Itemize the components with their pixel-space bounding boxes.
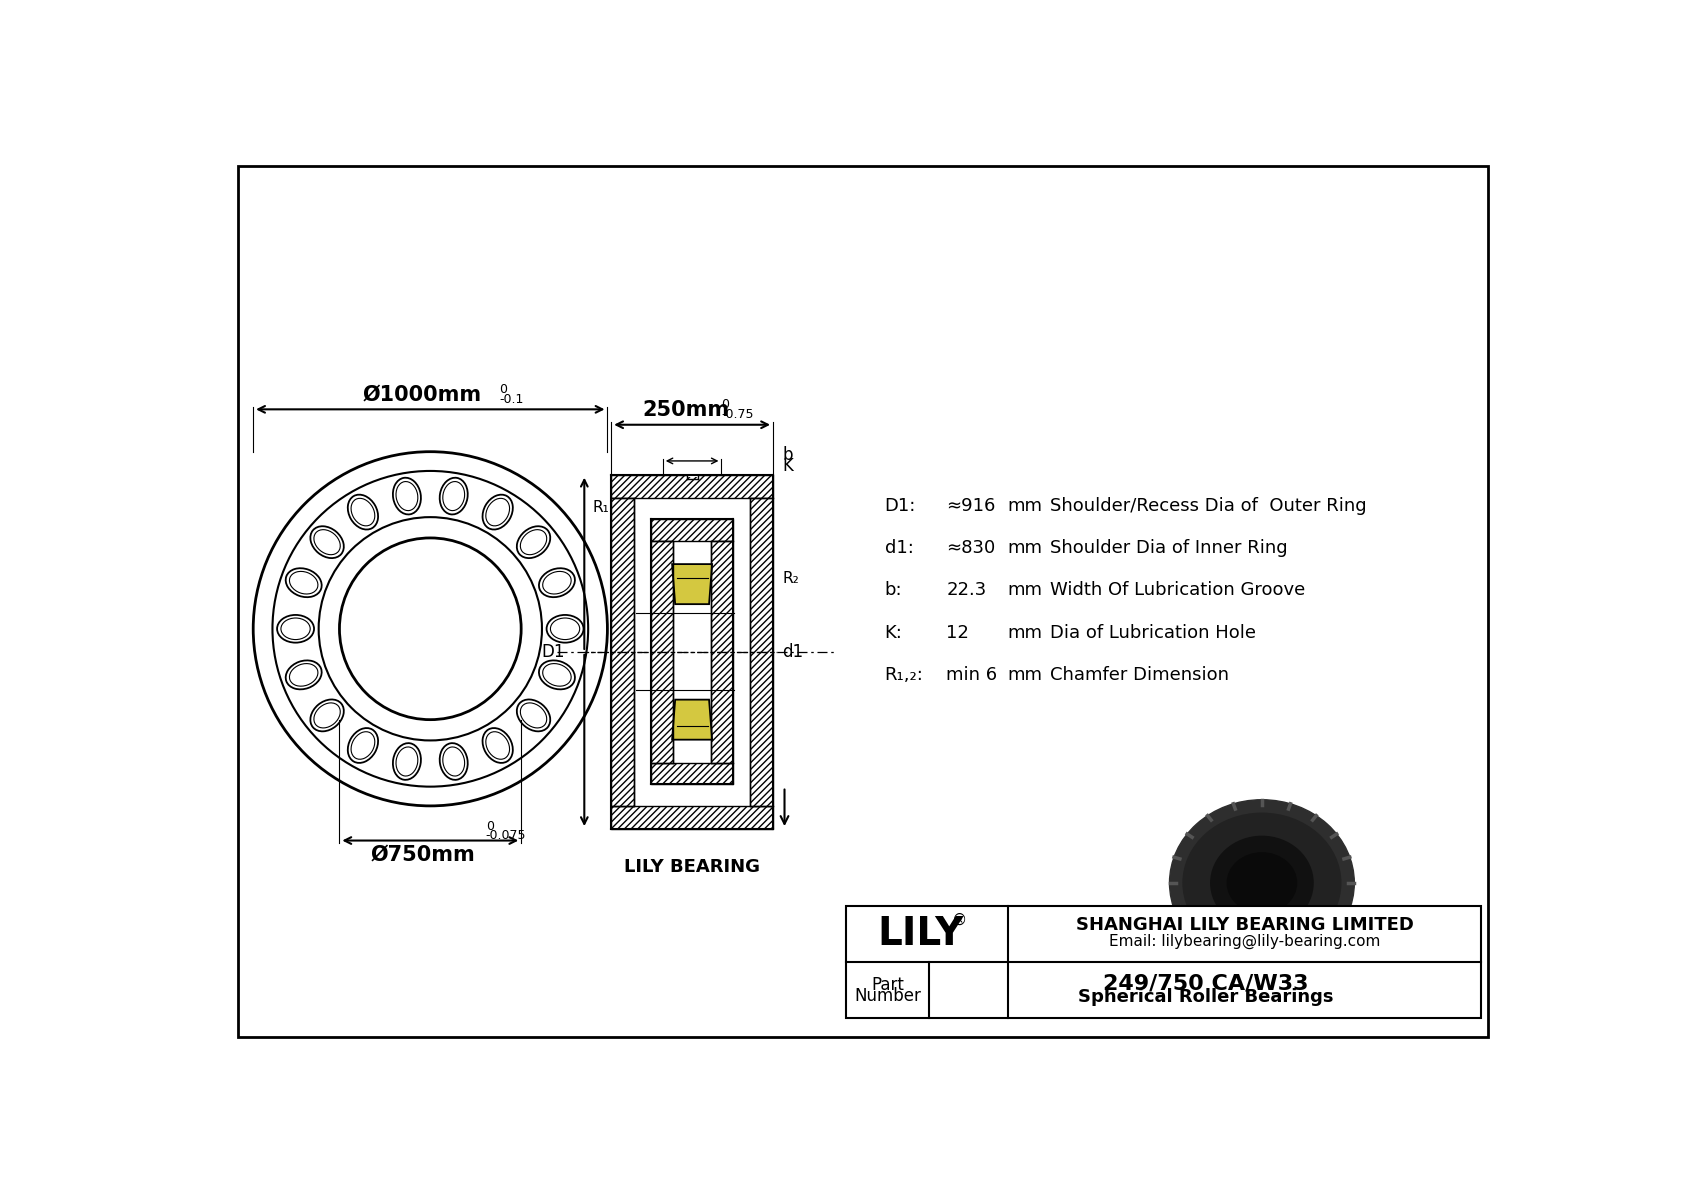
Text: d1: d1 [781, 643, 803, 661]
Bar [611, 806, 773, 829]
Ellipse shape [1169, 799, 1354, 966]
Bar [611, 475, 773, 498]
Text: Shoulder Dia of Inner Ring: Shoulder Dia of Inner Ring [1051, 540, 1288, 557]
Text: 0: 0 [721, 398, 729, 411]
Text: ≈830: ≈830 [946, 540, 995, 557]
Text: Number: Number [854, 987, 921, 1005]
Text: -0.1: -0.1 [500, 393, 524, 406]
Text: Dia of Lubrication Hole: Dia of Lubrication Hole [1051, 624, 1256, 642]
Ellipse shape [1228, 853, 1297, 913]
Text: D1:: D1: [884, 497, 916, 515]
Polygon shape [672, 565, 712, 604]
Text: R₁,₂:: R₁,₂: [884, 666, 923, 684]
Text: Email: lilybearing@lily-bearing.com: Email: lilybearing@lily-bearing.com [1108, 934, 1381, 949]
Text: 22.3: 22.3 [946, 581, 987, 599]
Text: Width Of Lubrication Groove: Width Of Lubrication Groove [1051, 581, 1305, 599]
Text: mm: mm [1007, 624, 1042, 642]
Polygon shape [672, 699, 712, 740]
Text: Part: Part [871, 977, 904, 994]
Text: 249/750 CA/W33: 249/750 CA/W33 [1103, 973, 1308, 993]
Bar [711, 541, 733, 762]
Text: ≈916: ≈916 [946, 497, 995, 515]
Bar [611, 498, 635, 806]
Text: LILY BEARING: LILY BEARING [625, 859, 759, 877]
Text: R₁: R₁ [593, 500, 610, 515]
Text: b: b [781, 445, 793, 463]
Text: LILY: LILY [877, 915, 963, 953]
Ellipse shape [1211, 837, 1314, 929]
Text: R₂: R₂ [781, 572, 798, 586]
Text: 0: 0 [500, 384, 507, 397]
Text: min 6: min 6 [946, 666, 997, 684]
Text: -0.75: -0.75 [721, 407, 754, 420]
Text: Ø750mm: Ø750mm [370, 844, 475, 865]
Text: SHANGHAI LILY BEARING LIMITED: SHANGHAI LILY BEARING LIMITED [1076, 916, 1413, 934]
Bar [652, 519, 733, 541]
Text: Ø1000mm: Ø1000mm [364, 385, 482, 405]
Bar [652, 541, 674, 762]
Bar [845, 906, 1482, 1017]
Text: mm: mm [1007, 666, 1042, 684]
Ellipse shape [1184, 813, 1340, 952]
Bar [652, 762, 733, 785]
Text: Shoulder/Recess Dia of  Outer Ring: Shoulder/Recess Dia of Outer Ring [1051, 497, 1367, 515]
Text: K: K [781, 456, 793, 474]
Text: 0: 0 [485, 819, 493, 833]
Text: mm: mm [1007, 581, 1042, 599]
Text: b:: b: [884, 581, 903, 599]
Text: mm: mm [1007, 497, 1042, 515]
Text: -0.075: -0.075 [485, 829, 525, 842]
Text: 12: 12 [946, 624, 968, 642]
Text: K:: K: [884, 624, 903, 642]
Bar [687, 475, 699, 478]
Text: 250mm: 250mm [642, 400, 729, 420]
Bar [749, 498, 773, 806]
Text: D1: D1 [542, 643, 566, 661]
Text: ®: ® [951, 912, 967, 928]
Text: d1:: d1: [884, 540, 913, 557]
Text: Chamfer Dimension: Chamfer Dimension [1051, 666, 1229, 684]
Text: Spherical Roller Bearings: Spherical Roller Bearings [1078, 989, 1334, 1006]
Text: mm: mm [1007, 540, 1042, 557]
